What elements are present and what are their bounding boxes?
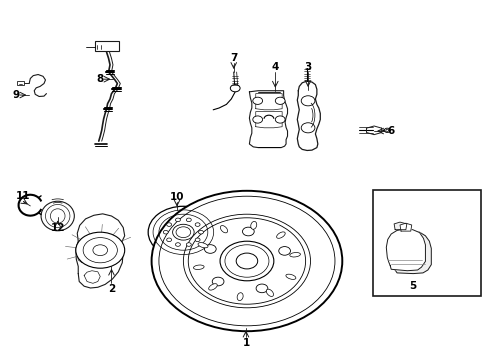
Circle shape bbox=[151, 191, 342, 331]
Ellipse shape bbox=[208, 284, 217, 290]
Text: 2: 2 bbox=[108, 284, 115, 294]
Circle shape bbox=[76, 232, 124, 268]
Text: 9: 9 bbox=[13, 90, 20, 100]
Polygon shape bbox=[255, 112, 282, 128]
Circle shape bbox=[172, 224, 194, 240]
Ellipse shape bbox=[193, 265, 203, 270]
Ellipse shape bbox=[285, 274, 295, 279]
Circle shape bbox=[186, 218, 191, 222]
Polygon shape bbox=[386, 229, 425, 271]
Polygon shape bbox=[297, 81, 320, 150]
Ellipse shape bbox=[250, 221, 256, 229]
Polygon shape bbox=[390, 231, 430, 274]
Circle shape bbox=[186, 243, 191, 246]
Text: 3: 3 bbox=[304, 62, 311, 72]
Text: 8: 8 bbox=[97, 74, 103, 84]
Circle shape bbox=[242, 227, 254, 236]
Bar bbox=[372, 190, 480, 296]
Circle shape bbox=[252, 116, 262, 123]
Circle shape bbox=[204, 245, 216, 253]
Polygon shape bbox=[399, 223, 411, 231]
Circle shape bbox=[301, 96, 314, 106]
Circle shape bbox=[301, 123, 314, 133]
Ellipse shape bbox=[220, 226, 227, 233]
Circle shape bbox=[166, 223, 171, 226]
Circle shape bbox=[148, 206, 218, 258]
Circle shape bbox=[175, 218, 180, 222]
Circle shape bbox=[275, 116, 285, 123]
Ellipse shape bbox=[276, 232, 285, 238]
Text: 7: 7 bbox=[229, 53, 237, 63]
Text: 12: 12 bbox=[50, 222, 65, 233]
Text: 1: 1 bbox=[242, 338, 249, 348]
Text: 11: 11 bbox=[16, 191, 31, 201]
Text: 6: 6 bbox=[387, 126, 394, 136]
Bar bbox=[95, 41, 119, 51]
Text: 10: 10 bbox=[169, 192, 184, 202]
Polygon shape bbox=[84, 271, 100, 283]
Polygon shape bbox=[366, 126, 381, 135]
Polygon shape bbox=[249, 91, 287, 148]
Text: 4: 4 bbox=[271, 62, 279, 72]
Text: 5: 5 bbox=[409, 281, 416, 291]
Polygon shape bbox=[77, 248, 85, 263]
Ellipse shape bbox=[198, 243, 207, 248]
Circle shape bbox=[195, 238, 200, 242]
Ellipse shape bbox=[266, 289, 273, 296]
Circle shape bbox=[195, 223, 200, 226]
Circle shape bbox=[198, 230, 203, 234]
Circle shape bbox=[256, 284, 267, 293]
Circle shape bbox=[236, 253, 257, 269]
Circle shape bbox=[212, 277, 224, 286]
Polygon shape bbox=[76, 214, 124, 288]
Circle shape bbox=[278, 247, 290, 255]
Circle shape bbox=[163, 230, 168, 234]
Polygon shape bbox=[393, 222, 406, 230]
Circle shape bbox=[230, 85, 240, 92]
Ellipse shape bbox=[289, 252, 300, 257]
Circle shape bbox=[252, 97, 262, 104]
Circle shape bbox=[275, 97, 285, 104]
Ellipse shape bbox=[237, 293, 243, 301]
Circle shape bbox=[175, 243, 180, 246]
Bar bbox=[17, 81, 24, 85]
Polygon shape bbox=[255, 94, 282, 110]
Circle shape bbox=[384, 128, 389, 132]
Ellipse shape bbox=[41, 201, 74, 231]
Circle shape bbox=[166, 238, 171, 242]
